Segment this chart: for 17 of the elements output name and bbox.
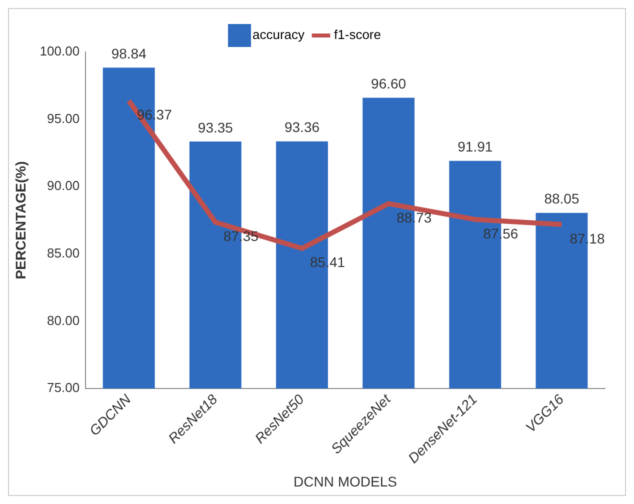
data-label: 96.60: [371, 76, 406, 92]
y-axis-title: PERCENTAGE(%): [12, 161, 28, 280]
y-tick-label: 80.00: [47, 312, 80, 328]
y-tick-label: 100.00: [40, 44, 80, 59]
data-label: 93.36: [284, 119, 320, 136]
x-axis-title: DCNN MODELS: [294, 473, 398, 490]
legend-label: f1-score: [334, 27, 381, 42]
data-label: 91.91: [458, 138, 493, 155]
y-tick-label: 85.00: [47, 245, 80, 260]
data-label: 96.37: [136, 106, 172, 123]
data-label: 98.84: [111, 45, 147, 62]
y-tick-label: 95.00: [47, 110, 80, 126]
data-label: 88.05: [544, 190, 580, 207]
data-label: 93.35: [198, 119, 234, 136]
legend-label: accuracy: [252, 27, 306, 42]
y-tick-label: 75.00: [47, 380, 80, 396]
y-tick-label: 90.00: [47, 178, 80, 194]
